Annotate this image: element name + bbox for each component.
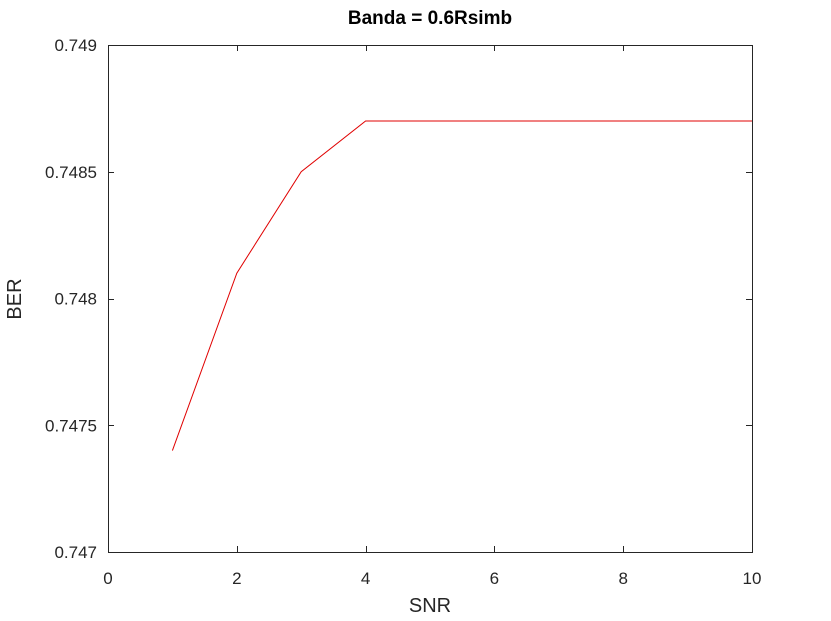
series-line: [171, 120, 752, 451]
y-tick-label: 0.747: [54, 543, 97, 562]
x-tick-label: 4: [361, 569, 370, 588]
x-tick-label: 0: [103, 569, 112, 588]
plot-area-frame: [108, 45, 753, 553]
y-tick-label: 0.7485: [45, 163, 97, 182]
series-group: [171, 120, 752, 451]
x-tick-label: 6: [490, 569, 499, 588]
y-axis-label: BER: [4, 278, 26, 319]
x-axis-label: SNR: [409, 595, 451, 617]
y-tick-label: 0.7475: [45, 416, 97, 435]
y-tick-label: 0.749: [54, 36, 97, 55]
x-tick-label: 2: [232, 569, 241, 588]
x-tick-label: 10: [743, 569, 762, 588]
x-tick-label: 8: [618, 569, 627, 588]
chart-title: Banda = 0.6Rsimb: [348, 8, 512, 29]
y-axis: 0.747 0.7475 0.748 0.7485 0.749: [45, 36, 752, 562]
x-axis: 0 2 4 6 8 10: [103, 45, 761, 588]
y-tick-label: 0.748: [54, 290, 97, 309]
